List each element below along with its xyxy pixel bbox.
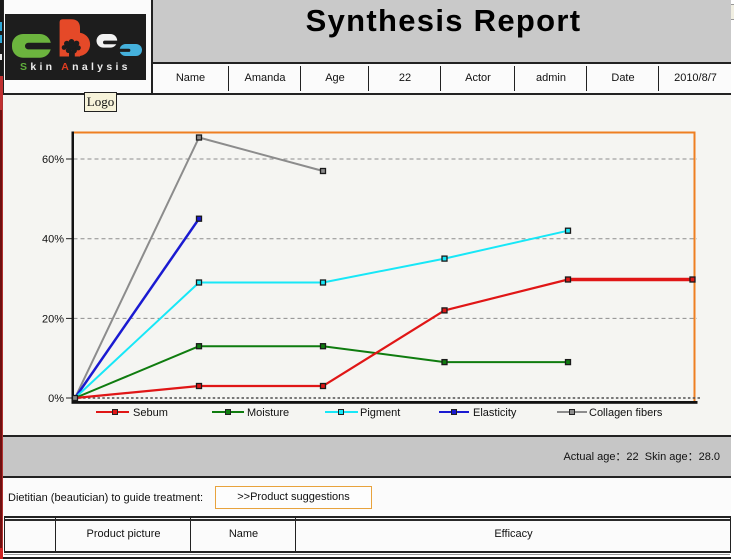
svg-text:Pigment: Pigment <box>360 407 400 419</box>
svg-text:Sebum: Sebum <box>133 407 168 419</box>
svg-text:Skin Analysis: Skin Analysis <box>20 61 131 73</box>
svg-text:20%: 20% <box>42 313 64 325</box>
svg-text:Collagen fibers: Collagen fibers <box>589 407 663 419</box>
svg-text:0%: 0% <box>48 393 64 405</box>
svg-text:Elasticity: Elasticity <box>473 407 517 419</box>
svg-text:60%: 60% <box>42 154 64 166</box>
svg-text:Moisture: Moisture <box>247 407 289 419</box>
svg-text:40%: 40% <box>42 234 64 246</box>
